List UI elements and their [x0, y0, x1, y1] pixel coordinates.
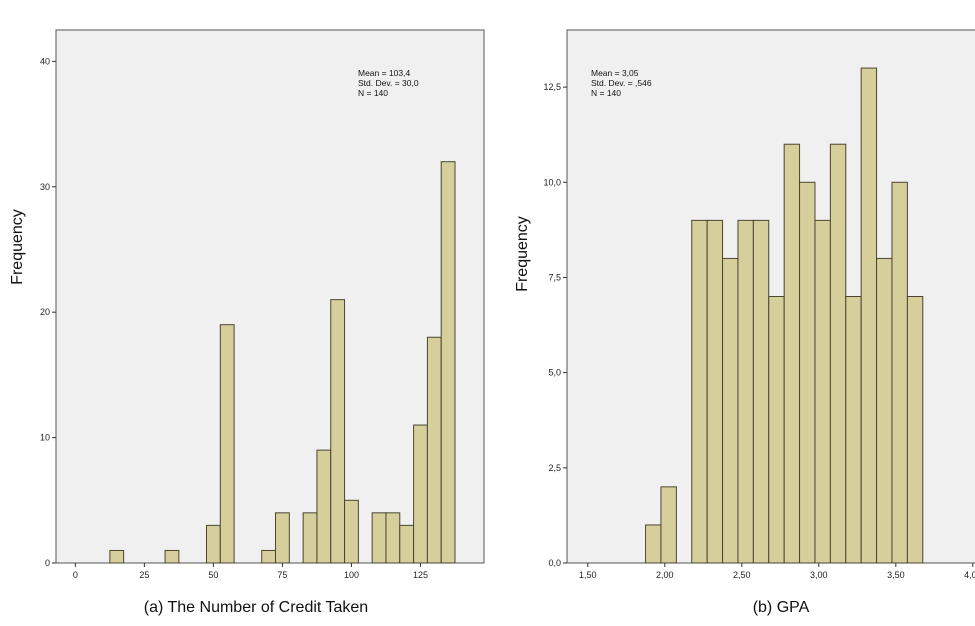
y-tick-label: 7,5 — [548, 272, 561, 282]
histogram-bars-a — [109, 161, 456, 564]
histogram-bar — [219, 324, 235, 564]
axes-a: 0 10 20 30 40 0 25 50 75 100 125 — [40, 56, 428, 580]
y-tick-label: 40 — [40, 56, 50, 66]
histogram-bar — [426, 336, 442, 564]
histogram-bar — [440, 161, 456, 564]
histogram-bar — [275, 512, 290, 564]
x-tick-label: 4,00 — [964, 570, 975, 580]
histogram-bar — [814, 219, 831, 564]
histogram-bar — [205, 524, 221, 564]
histogram-bar — [891, 181, 908, 564]
histogram-bar — [399, 524, 415, 564]
stat-n-b: N = 140 — [591, 88, 621, 98]
y-tick-label: 5,0 — [548, 368, 561, 378]
histogram-bar — [752, 219, 770, 564]
histogram-bar — [691, 219, 708, 564]
histogram-bar — [164, 549, 180, 564]
stat-stddev-a: Std. Dev. = 30,0 — [358, 78, 419, 88]
x-tick-label: 0 — [73, 570, 78, 580]
caption-a: (a) The Number of Credit Taken — [144, 599, 368, 616]
y-tick-label: 0,0 — [548, 558, 561, 568]
histogram-bar — [706, 219, 724, 564]
x-tick-label: 25 — [139, 570, 149, 580]
axes-b: 0,0 2,5 5,0 7,5 10,0 12,5 1,50 2,00 2,50 3,00 3,50… — [543, 82, 975, 580]
histogram-bar — [371, 512, 387, 564]
histogram-bar — [876, 257, 893, 564]
histogram-bar — [261, 549, 277, 564]
x-tick-label: 1,50 — [579, 570, 597, 580]
x-tick-label: 2,00 — [656, 570, 674, 580]
x-tick-label: 50 — [208, 570, 218, 580]
histogram-bar — [413, 424, 428, 564]
x-tick-label: 3,50 — [887, 570, 905, 580]
y-tick-label: 10,0 — [543, 177, 561, 187]
histogram-bars-b — [645, 67, 924, 564]
x-tick-label: 75 — [277, 570, 287, 580]
histogram-bar — [845, 296, 862, 564]
y-axis-label-a: Frequency — [9, 209, 26, 285]
histogram-bar — [645, 524, 662, 564]
histogram-bar — [799, 181, 816, 564]
histogram-bar — [783, 143, 801, 564]
stat-stddev-b: Std. Dev. = ,546 — [591, 78, 652, 88]
stat-mean-b: Mean = 3,05 — [591, 68, 639, 78]
plot-area-a — [55, 29, 485, 564]
histogram-bar — [860, 67, 878, 564]
histogram-bar — [385, 512, 401, 564]
chart-b: 0,0 2,5 5,0 7,5 10,0 12,5 1,50 2,00 2,50 3,00 3,50… — [514, 29, 975, 616]
histogram-bar — [906, 296, 924, 564]
histogram-bar — [737, 219, 754, 564]
x-tick-label: 3,00 — [810, 570, 828, 580]
histogram-bar — [302, 512, 318, 564]
histogram-bar — [722, 257, 739, 564]
y-tick-label: 0 — [45, 558, 50, 568]
x-tick-label: 125 — [413, 570, 428, 580]
y-tick-label: 12,5 — [543, 82, 561, 92]
y-tick-label: 30 — [40, 182, 50, 192]
caption-b: (b) GPA — [753, 599, 810, 616]
y-tick-label: 10 — [40, 433, 50, 443]
x-tick-label: 2,50 — [733, 570, 751, 580]
y-tick-label: 2,5 — [548, 463, 561, 473]
y-tick-label: 20 — [40, 307, 50, 317]
y-axis-label-b: Frequency — [514, 216, 531, 292]
chart-a: 0 10 20 30 40 0 25 50 75 100 125 Mean = 103,4 Std.… — [9, 29, 485, 616]
histogram-bar — [768, 296, 785, 564]
stat-mean-a: Mean = 103,4 — [358, 68, 410, 78]
histogram-bar — [316, 449, 332, 564]
x-tick-label: 100 — [344, 570, 359, 580]
histogram-bar — [109, 549, 125, 564]
histogram-bar — [330, 299, 346, 564]
histogram-bar — [829, 143, 847, 564]
stat-n-a: N = 140 — [358, 88, 388, 98]
histogram-bar — [344, 499, 359, 564]
histogram-bar — [660, 486, 677, 564]
